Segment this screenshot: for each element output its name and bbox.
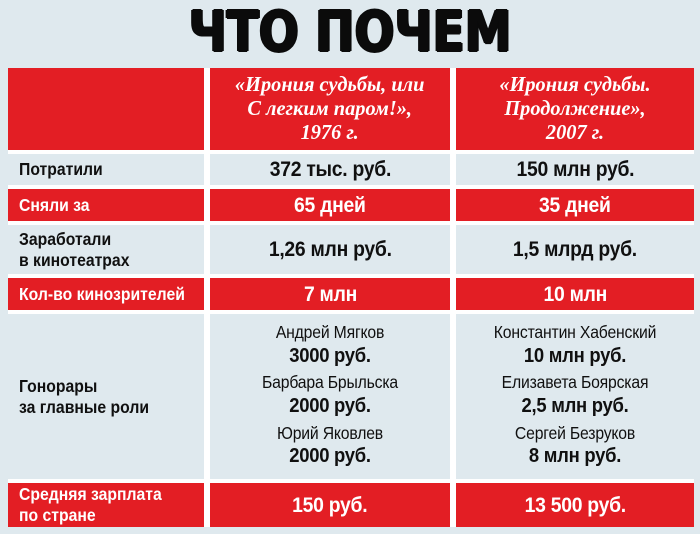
fees-2007: Константин Хабенский 10 млн руб. Елизаве… [456,314,694,479]
fees-1976: Андрей Мягков 3000 руб. Барбара Брыльска… [210,314,450,479]
value-spent-1976: 372 тыс. руб. [210,154,450,185]
actor-name: Юрий Яковлев [276,422,384,443]
page-title: ЧТО ПОЧЕМ [188,0,512,65]
actor-fee-entry: Сергей Безруков 8 млн руб. [468,423,682,469]
column-header-film-2007: «Ирония судьбы. Продолжение», 2007 г. [456,68,694,150]
value-earned-1976: 1,26 млн руб. [210,225,450,274]
column-header-film-1976: «Ирония судьбы, или С легким паром!», 19… [210,68,450,150]
actor-fee: 10 млн руб. [523,343,627,367]
actor-fee-entry: Барбара Брыльска 2000 руб. [222,372,438,418]
row-label-earned: Заработали в кинотеатрах [8,225,204,274]
actor-fee: 2000 руб. [289,444,371,468]
actor-name: Андрей Мягков [275,321,385,342]
actor-fee-entry: Елизавета Боярская 2,5 млн руб. [468,372,682,418]
actor-fee: 2000 руб. [289,394,371,418]
actor-fee: 8 млн руб. [528,444,622,468]
row-label-spent: Потратили [8,154,204,185]
row-label-average-salary: Средняя зарплата по стране [8,483,204,527]
value-spent-2007: 150 млн руб. [456,154,694,185]
comparison-table: «Ирония судьбы, или С легким паром!», 19… [8,68,694,527]
actor-fee-entry: Андрей Мягков 3000 руб. [222,322,438,368]
title-band: ЧТО ПОЧЕМ [0,0,700,66]
value-shot-in-1976: 65 дней [210,189,450,221]
row-label-viewers: Кол-во кинозрителей [8,278,204,310]
actor-name: Сергей Безруков [514,422,636,443]
value-viewers-2007: 10 млн [456,278,694,310]
film-2007-title: «Ирония судьбы. Продолжение», 2007 г. [499,72,651,144]
actor-fee: 2,5 млн руб. [521,394,629,418]
row-label-fees: Гонорары за главные роли [8,314,204,479]
actor-fee: 3000 руб. [289,343,371,367]
row-label-shot-in: Сняли за [8,189,204,221]
actor-name: Елизавета Боярская [501,372,649,393]
value-salary-2007: 13 500 руб. [456,483,694,527]
actor-fee-entry: Юрий Яковлев 2000 руб. [222,423,438,469]
actor-fee-entry: Константин Хабенский 10 млн руб. [468,322,682,368]
film-1976-title: «Ирония судьбы, или С легким паром!», 19… [235,72,425,144]
value-shot-in-2007: 35 дней [456,189,694,221]
actor-name: Константин Хабенский [493,321,657,342]
value-earned-2007: 1,5 млрд руб. [456,225,694,274]
actor-name: Барбара Брыльска [262,372,398,393]
value-salary-1976: 150 руб. [210,483,450,527]
header-spacer-cell [8,68,204,150]
value-viewers-1976: 7 млн [210,278,450,310]
